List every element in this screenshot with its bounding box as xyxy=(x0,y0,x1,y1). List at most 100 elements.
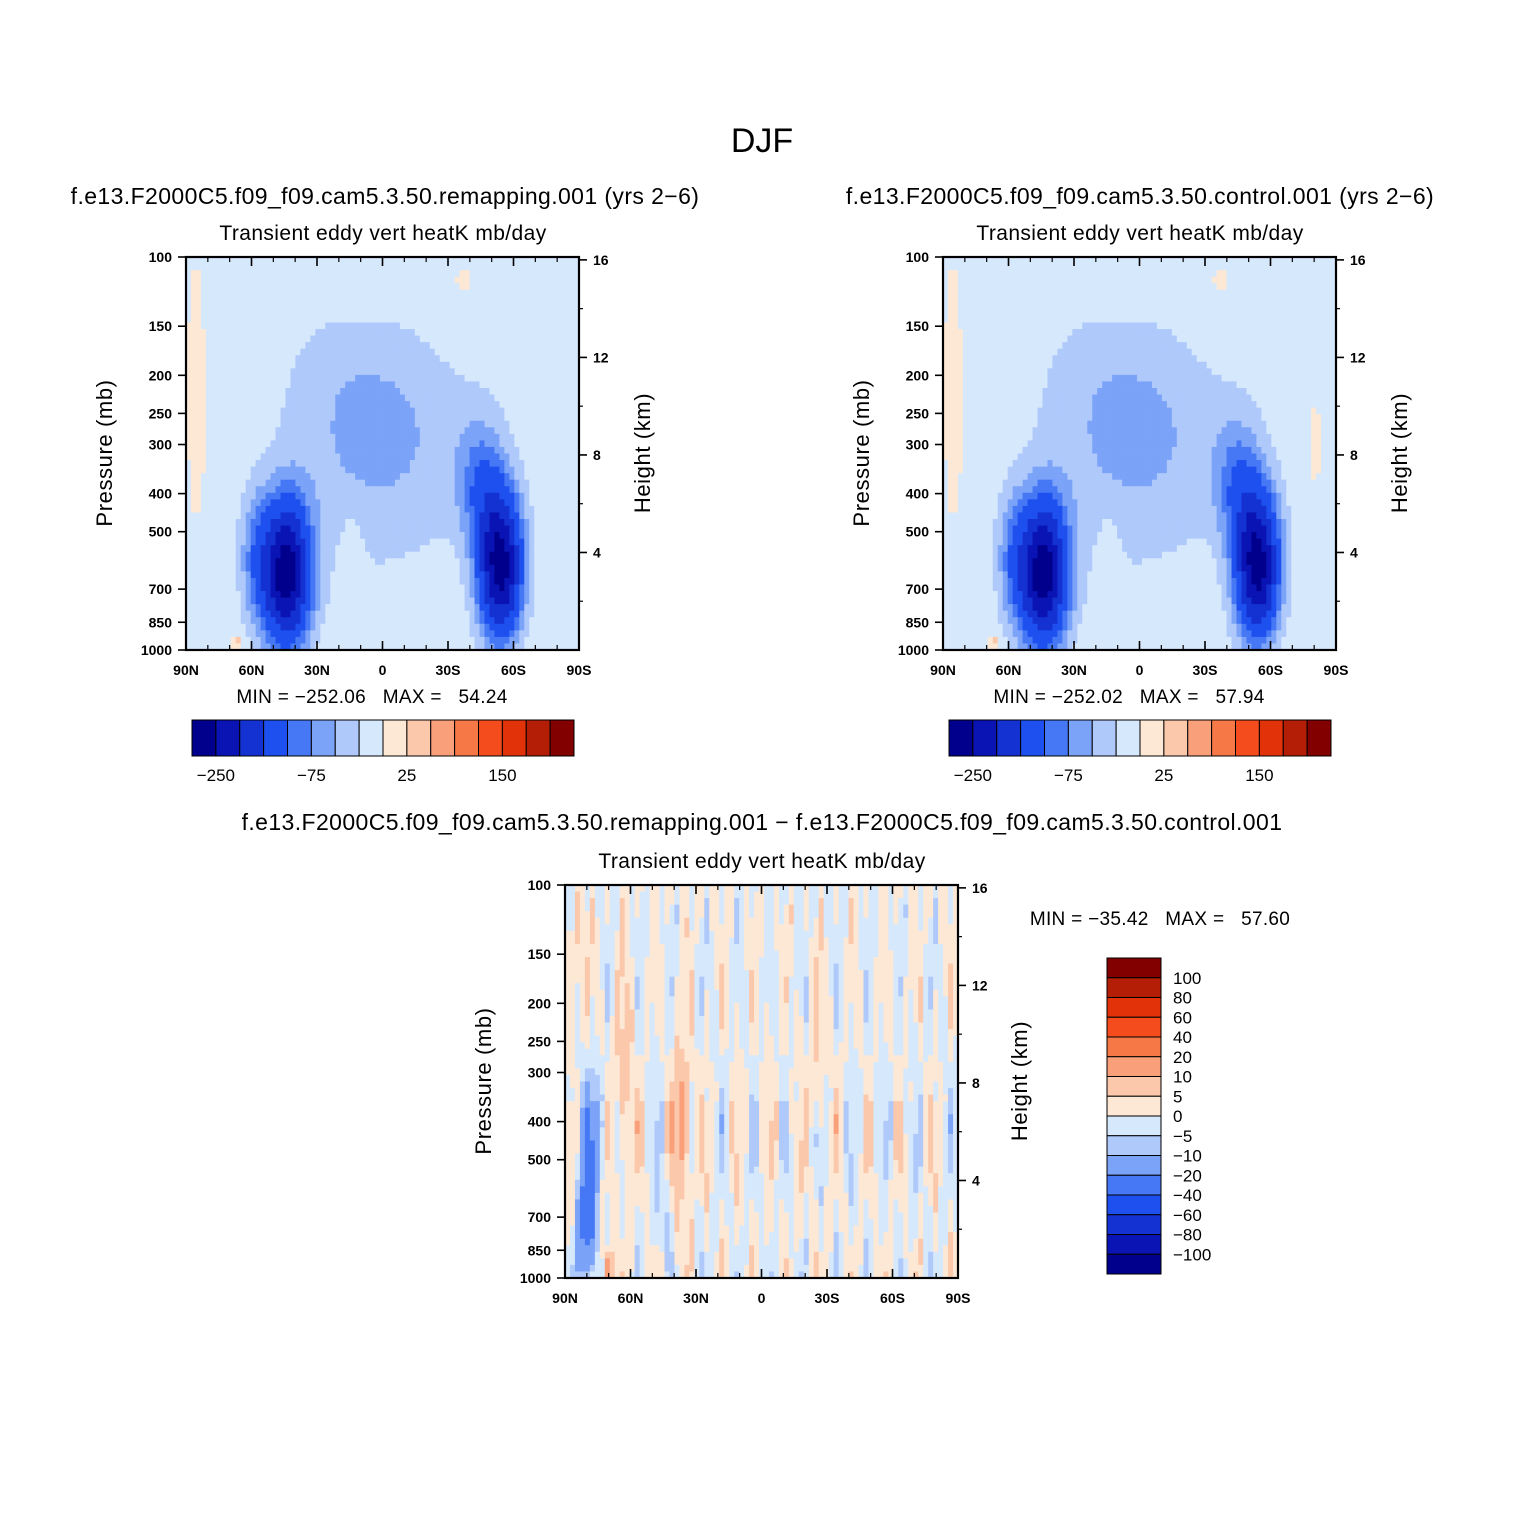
contour-cell xyxy=(226,552,232,559)
contour-cell xyxy=(375,512,381,519)
contour-cell xyxy=(539,578,545,585)
contour-cell xyxy=(335,336,341,343)
contour-cell xyxy=(390,571,396,578)
contour-cell xyxy=(315,270,321,277)
contour-cell xyxy=(504,499,510,506)
contour-cell xyxy=(300,532,306,539)
contour-cell xyxy=(544,264,550,271)
contour-cell xyxy=(330,316,336,323)
contour-cell xyxy=(420,585,426,592)
contour-cell xyxy=(475,323,481,330)
contour-cell xyxy=(534,349,540,356)
contour-cell xyxy=(484,349,490,356)
contour-cell xyxy=(450,617,456,624)
contour-cell xyxy=(246,624,252,631)
contour-cell xyxy=(529,264,535,271)
contour-cell xyxy=(261,598,267,605)
contour-cell xyxy=(455,381,461,388)
contour-cell xyxy=(380,585,386,592)
contour-cell xyxy=(450,375,456,382)
contour-cell xyxy=(365,526,371,533)
contour-cell xyxy=(569,624,575,631)
contour-cell xyxy=(370,290,376,297)
contour-cell xyxy=(524,336,530,343)
contour-cell xyxy=(539,512,545,519)
contour-cell xyxy=(425,604,431,611)
contour-cell xyxy=(509,506,515,513)
contour-cell xyxy=(544,388,550,395)
contour-cell xyxy=(460,323,466,330)
contour-cell xyxy=(450,611,456,618)
contour-cell xyxy=(335,624,341,631)
contour-cell xyxy=(271,362,277,369)
contour-cell xyxy=(529,526,535,533)
contour-cell xyxy=(251,355,257,362)
contour-cell xyxy=(544,362,550,369)
contour-cell xyxy=(261,264,267,271)
contour-cell xyxy=(320,270,326,277)
contour-cell xyxy=(524,349,530,356)
contour-cell xyxy=(290,349,296,356)
contour-cell xyxy=(509,388,515,395)
contour-cell xyxy=(246,303,252,310)
contour-cell xyxy=(266,460,272,467)
contour-cell xyxy=(231,434,237,441)
contour-cell xyxy=(266,401,272,408)
contour-cell xyxy=(276,395,282,402)
contour-cell xyxy=(499,421,505,428)
contour-cell xyxy=(281,499,287,506)
contour-cell xyxy=(1192,264,1198,271)
contour-cell xyxy=(335,368,341,375)
contour-cell xyxy=(559,388,565,395)
contour-cell xyxy=(330,585,336,592)
contour-cell xyxy=(305,545,311,552)
contour-cell xyxy=(206,309,212,316)
contour-cell xyxy=(435,539,441,546)
contour-cell xyxy=(221,408,227,415)
contour-cell xyxy=(509,303,515,310)
contour-cell xyxy=(1167,264,1173,271)
contour-cell xyxy=(231,264,237,271)
contour-cell xyxy=(261,532,267,539)
contour-cell xyxy=(236,486,242,493)
contour-cell xyxy=(266,316,272,323)
contour-cell xyxy=(415,283,421,290)
contour-cell xyxy=(385,329,391,336)
contour-cell xyxy=(504,512,510,519)
contour-cell xyxy=(380,414,386,421)
contour-cell xyxy=(310,388,316,395)
contour-cell xyxy=(514,460,520,467)
contour-cell xyxy=(256,519,262,526)
contour-cell xyxy=(251,480,257,487)
contour-cell xyxy=(345,270,351,277)
contour-cell xyxy=(365,381,371,388)
contour-cell xyxy=(375,408,381,415)
contour-cell xyxy=(345,401,351,408)
contour-cell xyxy=(350,460,356,467)
contour-cell xyxy=(415,316,421,323)
contour-cell xyxy=(524,303,530,310)
contour-cell xyxy=(435,519,441,526)
contour-cell xyxy=(564,591,570,598)
contour-cell xyxy=(211,329,217,336)
contour-cell xyxy=(544,473,550,480)
contour-cell xyxy=(330,454,336,461)
contour-cell xyxy=(340,368,346,375)
contour-cell xyxy=(395,506,401,513)
contour-cell xyxy=(340,637,346,644)
contour-cell xyxy=(315,473,321,480)
contour-cell xyxy=(375,395,381,402)
contour-cell xyxy=(355,565,361,572)
contour-cell xyxy=(395,624,401,631)
contour-cell xyxy=(549,401,555,408)
contour-cell xyxy=(410,290,416,297)
contour-cell xyxy=(475,585,481,592)
contour-cell xyxy=(246,381,252,388)
contour-cell xyxy=(564,624,570,631)
contour-cell xyxy=(504,421,510,428)
contour-cell xyxy=(420,552,426,559)
contour-cell xyxy=(549,578,555,585)
contour-cell xyxy=(420,493,426,500)
contour-cell xyxy=(1132,264,1138,271)
contour-cell xyxy=(281,598,287,605)
